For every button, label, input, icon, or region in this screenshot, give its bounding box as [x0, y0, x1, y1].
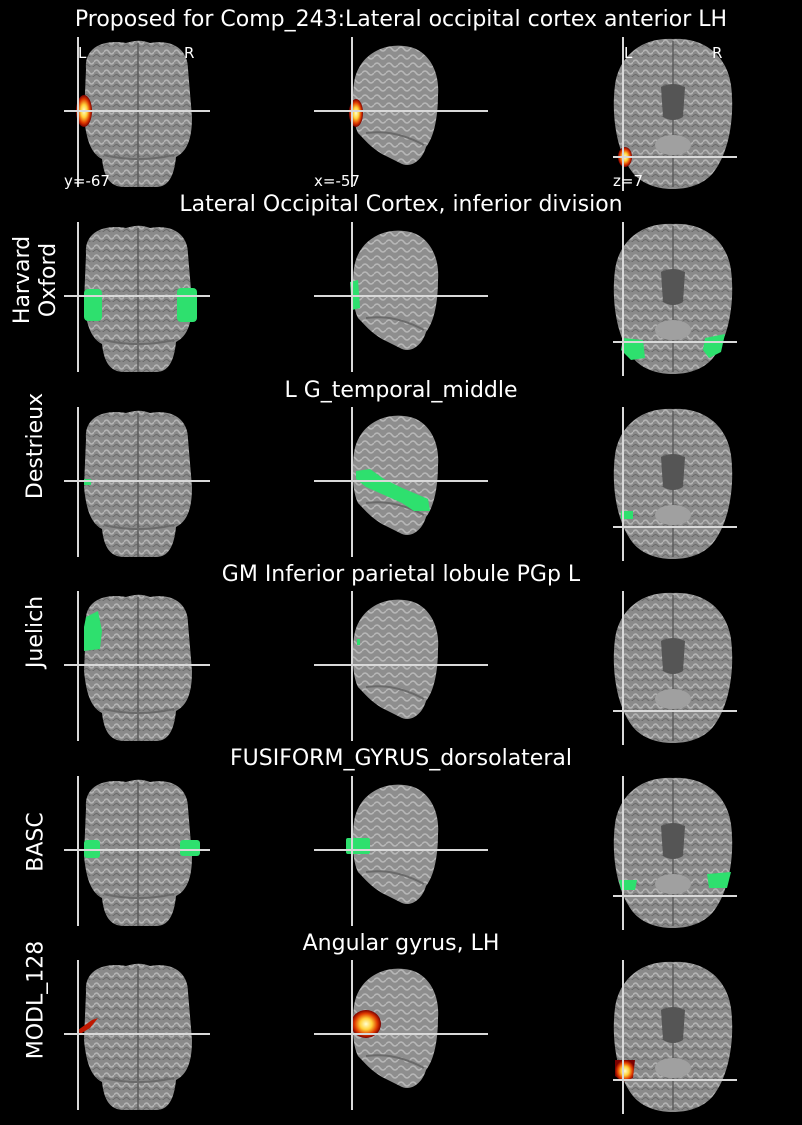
axial-view — [613, 591, 737, 749]
activation-blob — [615, 1060, 635, 1082]
activation-blob — [351, 1010, 381, 1038]
atlas-region — [84, 611, 102, 651]
atlas-region-right — [177, 288, 197, 322]
atlas-region — [356, 469, 430, 511]
atlas-name-label: Destrieux — [23, 392, 49, 500]
atlas-region-right — [703, 334, 725, 358]
sagittal-view — [314, 591, 488, 745]
atlas-region — [621, 511, 633, 519]
axial-coord-label: z=7 — [613, 172, 643, 190]
sagittal-view — [314, 37, 488, 191]
atlas-name-label: MODL_128 — [22, 940, 48, 1060]
coronal-view — [64, 776, 210, 930]
atlas-region-title: Lateral Occipital Cortex, inferior divis… — [179, 192, 623, 217]
atlas-region-title: Angular gyrus, LH — [302, 931, 500, 956]
atlas-region-title: GM Inferior parietal lobule PGp L — [221, 562, 581, 587]
sagittal-view — [314, 960, 488, 1114]
atlas-region-left — [621, 338, 645, 360]
atlas-region-right — [180, 840, 200, 856]
atlas-region-right — [707, 872, 731, 888]
atlas-name-label: BASC — [23, 812, 49, 872]
activation-blob — [78, 1018, 98, 1034]
axial-view — [613, 37, 737, 195]
coronal-coord-label: y=-67 — [64, 172, 110, 190]
axial-view — [613, 407, 737, 565]
coronal-view — [64, 407, 210, 561]
axial-view — [613, 776, 737, 934]
atlas-region-left — [84, 289, 102, 321]
atlas-name-label: Harvard Oxford — [10, 235, 62, 325]
orientation-right-label-axial: R — [712, 44, 723, 62]
coronal-view — [64, 960, 210, 1114]
sagittal-view — [314, 776, 488, 930]
atlas-region — [346, 838, 370, 854]
sagittal-view — [314, 222, 488, 376]
atlas-region-left — [619, 880, 637, 890]
atlas-region-title: L G_temporal_middle — [284, 378, 518, 403]
orientation-left-label-axial: L — [624, 44, 633, 62]
coronal-view — [64, 222, 210, 376]
atlas-region — [357, 639, 360, 645]
orientation-left-label-coronal: L — [78, 44, 87, 62]
axial-view — [613, 960, 737, 1118]
atlas-name-label: Juelich — [23, 595, 49, 669]
atlas-region-title: FUSIFORM_GYRUS_dorsolateral — [230, 746, 572, 771]
coronal-view — [64, 591, 210, 745]
sagittal-view — [314, 407, 488, 561]
sagittal-coord-label: x=-57 — [314, 172, 360, 190]
coronal-view — [64, 37, 210, 191]
axial-view — [613, 222, 737, 380]
orientation-right-label-coronal: R — [184, 44, 195, 62]
figure-title: Proposed for Comp_243:Lateral occipital … — [74, 7, 728, 32]
